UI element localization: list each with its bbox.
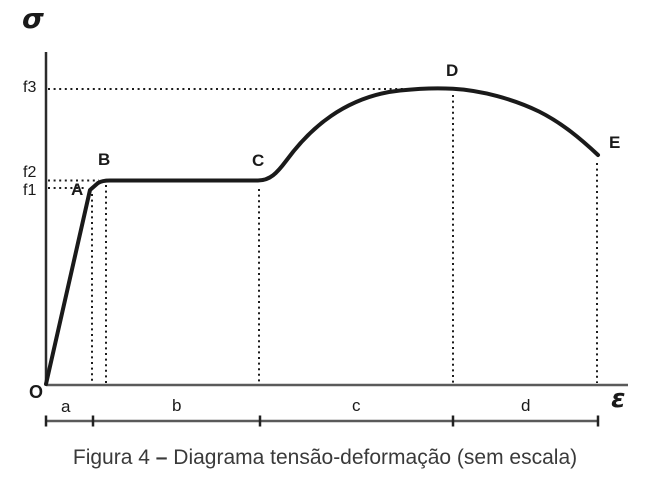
segment-label-a: a [61, 397, 71, 416]
point-label-d: D [446, 61, 459, 80]
y-tick-label-f3: f3 [23, 79, 37, 96]
y-tick-label-f1: f1 [23, 182, 37, 199]
y-tick-label-f2: f2 [23, 164, 37, 181]
figure-caption-text: Diagrama tensão-deformação (sem escala) [167, 446, 578, 469]
point-label-a: A [71, 180, 84, 199]
segment-label-b: b [172, 396, 182, 415]
stress-strain-curve [44, 86, 600, 386]
segment-label-d: d [521, 396, 531, 415]
x-axis-symbol-epsilon: ε [611, 384, 626, 414]
stress-strain-plot-canvas [44, 52, 628, 427]
point-label-c: C [252, 151, 265, 170]
y-axis-symbol-sigma: σ [22, 2, 44, 35]
point-label-origin: O [29, 382, 44, 402]
point-label-b: B [98, 150, 111, 169]
figure-caption-prefix: Figura 4 [72, 446, 156, 469]
segment-ruler-ticks [44, 415, 600, 427]
point-label-e: E [609, 133, 621, 152]
figure-caption-dash: – [155, 446, 168, 469]
segment-label-c: c [352, 396, 361, 415]
figure-caption: Figura 4 – Diagrama tensão-deformação (s… [0, 446, 650, 470]
